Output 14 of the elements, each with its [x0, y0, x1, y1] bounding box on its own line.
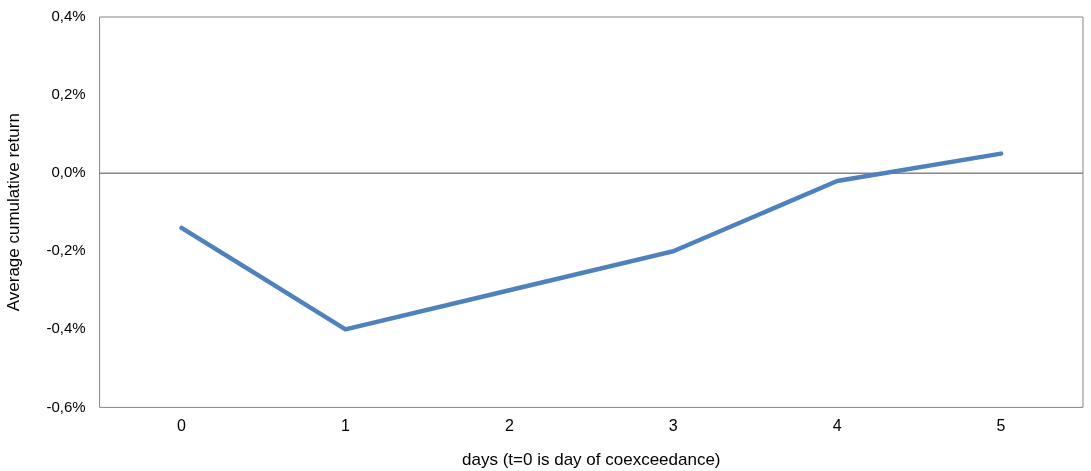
x-tick-label: 0 [177, 417, 187, 435]
y-tick-label: 0,0% [51, 163, 86, 181]
y-axis-title: Average cumulative return [3, 113, 23, 312]
x-tick-label: 2 [504, 417, 514, 435]
x-tick-label: 4 [832, 417, 842, 435]
x-tick-label: 1 [340, 417, 350, 435]
x-axis-title: days (t=0 is day of coexceedance) [462, 450, 721, 470]
y-tick-label: 0,2% [51, 85, 86, 103]
y-tick-label: 0,4% [51, 7, 86, 25]
y-tick-label: -0,6% [46, 397, 86, 415]
y-tick-label: -0,4% [46, 319, 86, 337]
y-tick-label: -0,2% [46, 241, 86, 259]
x-tick-label: 5 [996, 417, 1006, 435]
x-tick-label: 3 [668, 417, 678, 435]
